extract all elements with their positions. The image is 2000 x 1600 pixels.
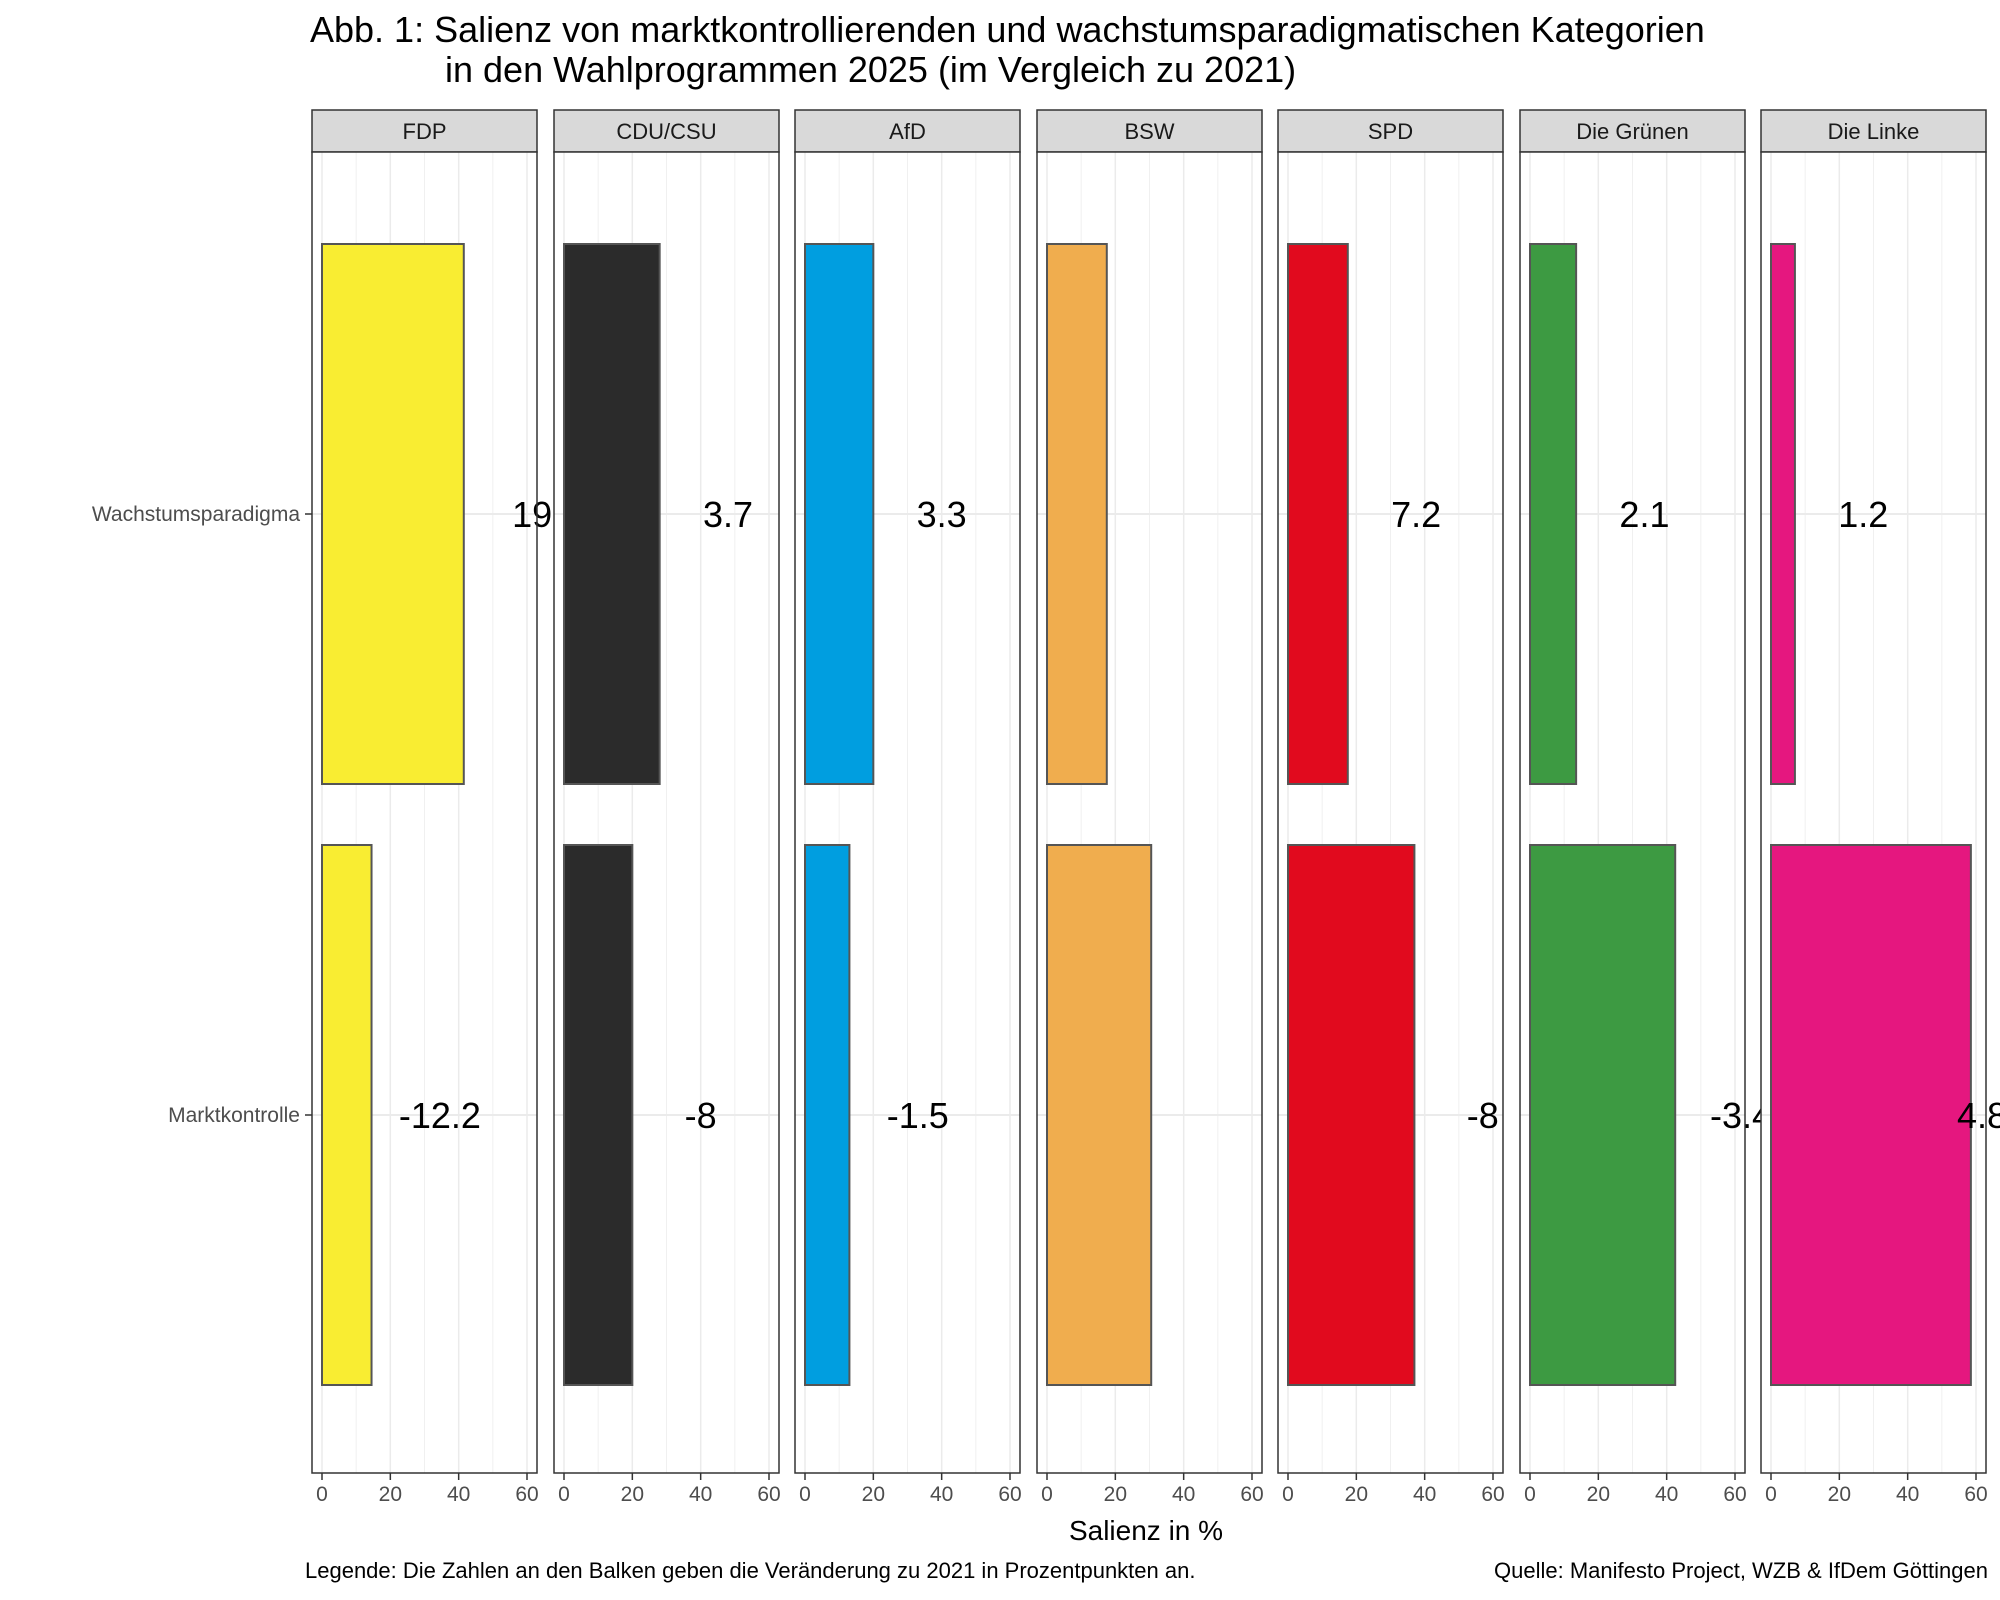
y-axis: Wachstumsparadigma Marktkontrolle — [92, 503, 312, 1127]
bar-marktkontrolle — [563, 844, 634, 1386]
facet-strip-label: Die Grünen — [1576, 119, 1689, 144]
facet-strip — [794, 109, 1021, 153]
panel-border — [1519, 151, 1746, 1474]
x-tick-label: 40 — [1172, 1483, 1195, 1506]
x-tick-label: 20 — [1828, 1483, 1851, 1506]
facet-strip-label: AfD — [889, 119, 926, 144]
x-tick-label: 0 — [316, 1483, 328, 1506]
bar-wachstumsparadigma — [1287, 243, 1349, 785]
panel-border — [553, 151, 780, 1474]
chart-title-line2: in den Wahlprogrammen 2025 (im Vergleich… — [445, 49, 1296, 90]
data-label: -1.5 — [887, 1095, 949, 1136]
facet-panel-fdp: FDP 19 -12.2 0 20 40 60 — [311, 109, 552, 1506]
bar-marktkontrolle — [321, 844, 373, 1386]
x-tick-label: 0 — [1524, 1483, 1536, 1506]
facet-strip-label: FDP — [403, 119, 447, 144]
bar-marktkontrolle — [1770, 844, 1972, 1386]
facet-strip — [1277, 109, 1504, 153]
facet-strip-label: Die Linke — [1828, 119, 1920, 144]
x-tick-label: 20 — [862, 1483, 885, 1506]
bar-marktkontrolle — [1529, 844, 1677, 1386]
bar-marktkontrolle — [1287, 844, 1416, 1386]
panel-border — [1036, 151, 1263, 1474]
source-note: Quelle: Manifesto Project, WZB & IfDem G… — [1494, 1558, 1988, 1583]
bar-marktkontrolle — [804, 844, 851, 1386]
bar-wachstumsparadigma — [321, 243, 465, 785]
bar-wachstumsparadigma — [1770, 243, 1796, 785]
x-tick-label: 0 — [1041, 1483, 1053, 1506]
x-axis-title: Salienz in % — [1069, 1515, 1223, 1546]
chart-title-line1: Abb. 1: Salienz von marktkontrollierende… — [310, 9, 1705, 50]
facet-strip — [1760, 109, 1987, 153]
legend-note: Legende: Die Zahlen an den Balken geben … — [305, 1558, 1195, 1583]
bar-wachstumsparadigma — [1529, 243, 1578, 785]
x-tick-label: 20 — [1345, 1483, 1368, 1506]
facet-strip — [311, 109, 538, 153]
data-label: 3.3 — [917, 494, 967, 535]
x-tick-label: 40 — [689, 1483, 712, 1506]
x-tick-label: 60 — [515, 1483, 538, 1506]
bar-wachstumsparadigma — [563, 243, 661, 785]
x-tick-label: 60 — [998, 1483, 1021, 1506]
x-tick-label: 20 — [621, 1483, 644, 1506]
facet-panels: FDP 19 -12.2 0 20 40 60 CDU/CSU 3.7 -8 0 20 40 60 AfD 3… — [311, 109, 2000, 1506]
bar-wachstumsparadigma — [1046, 243, 1108, 785]
data-label: -8 — [685, 1095, 717, 1136]
x-tick-label: 0 — [799, 1483, 811, 1506]
facet-strip — [1519, 109, 1746, 153]
data-label: -8 — [1467, 1095, 1499, 1136]
x-tick-label: 20 — [1587, 1483, 1610, 1506]
x-tick-label: 0 — [1765, 1483, 1777, 1506]
data-label: 4.8 — [1957, 1095, 2000, 1136]
facet-panel-afd: AfD 3.3 -1.5 0 20 40 60 — [794, 109, 1022, 1506]
x-tick-label: 40 — [1655, 1483, 1678, 1506]
panel-border — [311, 151, 538, 1474]
data-label: -12.2 — [399, 1095, 481, 1136]
x-tick-label: 40 — [447, 1483, 470, 1506]
panel-border — [1277, 151, 1504, 1474]
x-tick-label: 60 — [1723, 1483, 1746, 1506]
x-tick-label: 20 — [1104, 1483, 1127, 1506]
facet-strip — [1036, 109, 1263, 153]
facet-strip-label: SPD — [1368, 119, 1413, 144]
facet-strip — [553, 109, 780, 153]
data-label: 7.2 — [1391, 494, 1441, 535]
panel-border — [1760, 151, 1987, 1474]
y-tick-label: Marktkontrolle — [168, 1104, 300, 1127]
x-tick-label: 60 — [1240, 1483, 1263, 1506]
x-tick-label: 0 — [1282, 1483, 1294, 1506]
facet-strip-label: CDU/CSU — [616, 119, 716, 144]
x-tick-label: 20 — [379, 1483, 402, 1506]
facet-panel-die-linke: Die Linke 1.2 4.8 0 20 40 60 — [1760, 109, 2000, 1506]
bar-wachstumsparadigma — [804, 243, 875, 785]
data-label: 19 — [512, 494, 552, 535]
x-tick-label: 60 — [757, 1483, 780, 1506]
facet-panel-cdu-csu: CDU/CSU 3.7 -8 0 20 40 60 — [553, 109, 781, 1506]
data-label: 3.7 — [703, 494, 753, 535]
facet-panel-bsw: BSW 0 20 40 60 — [1036, 109, 1264, 1506]
x-tick-label: 60 — [1481, 1483, 1504, 1506]
x-tick-label: 40 — [1413, 1483, 1436, 1506]
x-tick-label: 60 — [1964, 1483, 1987, 1506]
data-label: 1.2 — [1838, 494, 1888, 535]
panel-border — [794, 151, 1021, 1474]
bar-marktkontrolle — [1046, 844, 1153, 1386]
x-tick-label: 40 — [930, 1483, 953, 1506]
facet-panel-spd: SPD 7.2 -8 0 20 40 60 — [1277, 109, 1505, 1506]
y-tick-label: Wachstumsparadigma — [92, 503, 300, 526]
data-label: 2.1 — [1619, 494, 1669, 535]
facet-strip-label: BSW — [1124, 119, 1174, 144]
x-tick-label: 40 — [1896, 1483, 1919, 1506]
x-tick-label: 0 — [558, 1483, 570, 1506]
